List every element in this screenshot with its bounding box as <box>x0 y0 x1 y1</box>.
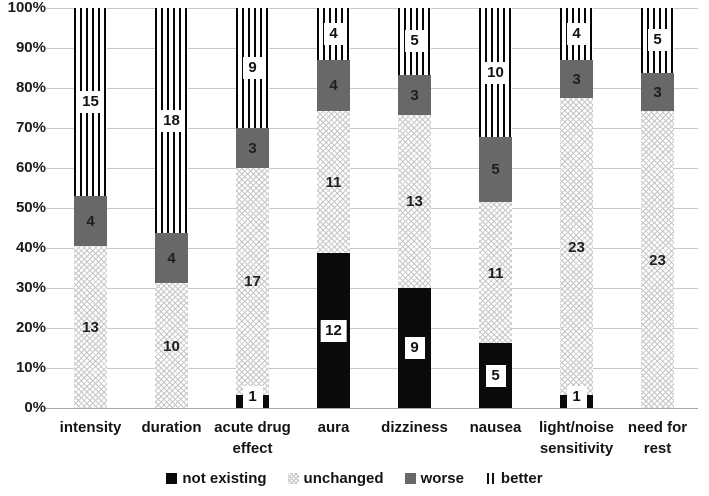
gridline <box>46 248 698 249</box>
gridline <box>46 168 698 169</box>
data-label-better: 18 <box>158 109 185 132</box>
bar-duration: 10 4 18 <box>155 8 188 408</box>
y-axis-tick-label: 30% <box>15 279 46 296</box>
data-label-better: 15 <box>77 90 104 113</box>
legend-item-not-existing: not existing <box>166 470 267 487</box>
bar-light-noise-sensitivity: 1 23 3 4 <box>560 8 593 408</box>
legend-swatch-unchanged-icon <box>287 473 299 484</box>
data-label-unchanged: 13 <box>82 318 99 336</box>
data-label-worse: 3 <box>653 83 662 101</box>
segment-unchanged <box>560 98 593 396</box>
segment-better <box>641 8 674 73</box>
gridline <box>46 48 698 49</box>
legend-swatch-not-existing-icon <box>166 473 178 484</box>
y-axis-tick-label: 100% <box>7 0 46 16</box>
data-label-worse: 4 <box>167 250 176 267</box>
gridline <box>46 328 698 329</box>
category-label-dizziness: dizziness <box>381 419 448 436</box>
data-label-worse: 3 <box>572 70 581 88</box>
y-axis-tick-label: 50% <box>15 199 46 216</box>
segment-better <box>236 8 269 128</box>
data-label-better: 10 <box>482 61 509 84</box>
legend-label-worse: worse <box>420 470 464 487</box>
segment-unchanged <box>236 168 269 395</box>
data-label-not-existing: 5 <box>485 364 506 387</box>
bar-acute-drug-effect: 1 17 3 9 <box>236 8 269 408</box>
gridline <box>46 88 698 89</box>
legend-label-not-existing: not existing <box>182 470 267 487</box>
gridline <box>46 208 698 209</box>
legend-item-unchanged: unchanged <box>287 470 384 487</box>
category-label-nausea: nausea <box>469 419 522 436</box>
x-axis-line <box>46 408 698 409</box>
bar-aura: 12 11 4 4 <box>317 8 350 408</box>
segment-unchanged <box>479 201 512 344</box>
data-label-not-existing: 12 <box>320 319 347 342</box>
data-label-not-existing: 1 <box>566 386 587 408</box>
legend-swatch-better-icon <box>484 473 496 484</box>
y-axis-tick-label: 80% <box>15 79 46 96</box>
segment-unchanged <box>641 111 674 408</box>
category-label-light-noise-sensitivity: light/noise sensitivity <box>539 419 614 457</box>
data-label-unchanged: 23 <box>568 238 585 256</box>
data-label-unchanged: 13 <box>406 193 423 211</box>
data-label-better: 9 <box>242 57 263 79</box>
segment-unchanged <box>74 245 107 408</box>
data-label-unchanged: 11 <box>325 174 342 192</box>
y-axis-tick-label: 90% <box>15 39 46 56</box>
gridline <box>46 8 698 9</box>
category-label-intensity: intensity <box>59 419 122 436</box>
category-label-acute-drug-effect: acute drug effect <box>214 419 291 457</box>
bar-intensity: 13 4 15 <box>74 8 107 408</box>
segment-worse <box>155 233 188 283</box>
segment-worse <box>560 59 593 99</box>
category-label-need-for-rest: need for rest <box>627 419 688 457</box>
y-axis-tick-label: 20% <box>15 319 46 336</box>
data-label-unchanged: 10 <box>163 337 180 355</box>
data-label-worse: 3 <box>248 140 257 157</box>
segment-worse <box>74 195 107 246</box>
segment-worse <box>317 59 350 112</box>
y-axis-tick-label: 10% <box>15 359 46 376</box>
segment-unchanged <box>398 114 431 288</box>
data-label-worse: 5 <box>491 161 500 179</box>
y-axis-tick-label: 0% <box>24 399 46 416</box>
data-label-unchanged: 11 <box>487 264 504 282</box>
legend-swatch-worse-icon <box>404 473 416 484</box>
data-label-not-existing: 9 <box>404 337 425 359</box>
segment-worse <box>641 72 674 112</box>
bar-need-for-rest: 23 3 5 <box>641 8 674 408</box>
data-label-worse: 3 <box>410 86 419 104</box>
data-label-not-existing: 1 <box>242 386 263 408</box>
data-label-worse: 4 <box>86 212 95 230</box>
data-label-better: 4 <box>323 22 344 45</box>
y-axis-tick-label: 60% <box>15 159 46 176</box>
y-axis-tick-label: 40% <box>15 239 46 256</box>
y-axis-tick-label: 70% <box>15 119 46 136</box>
category-label-aura: aura <box>317 419 350 436</box>
legend: not existing unchanged worse better <box>0 470 709 487</box>
data-label-better: 5 <box>404 30 425 53</box>
segment-worse <box>236 128 269 168</box>
gridline <box>46 288 698 289</box>
data-label-better: 5 <box>647 29 668 52</box>
bar-dizziness: 9 13 3 5 <box>398 8 431 408</box>
bar-nausea: 5 11 5 10 <box>479 8 512 408</box>
data-label-unchanged: 17 <box>244 273 261 291</box>
segment-unchanged <box>155 283 188 408</box>
legend-label-unchanged: unchanged <box>303 470 384 487</box>
data-label-better: 4 <box>566 22 587 45</box>
legend-item-better: better <box>484 470 543 487</box>
segment-worse <box>398 74 431 115</box>
legend-label-better: better <box>500 470 543 487</box>
gridline <box>46 368 698 369</box>
category-label-duration: duration <box>141 419 202 436</box>
legend-item-worse: worse <box>404 470 464 487</box>
segment-worse <box>479 137 512 202</box>
segment-unchanged <box>317 111 350 254</box>
gridline <box>46 128 698 129</box>
data-label-worse: 4 <box>329 77 338 95</box>
data-label-unchanged: 23 <box>649 251 666 269</box>
